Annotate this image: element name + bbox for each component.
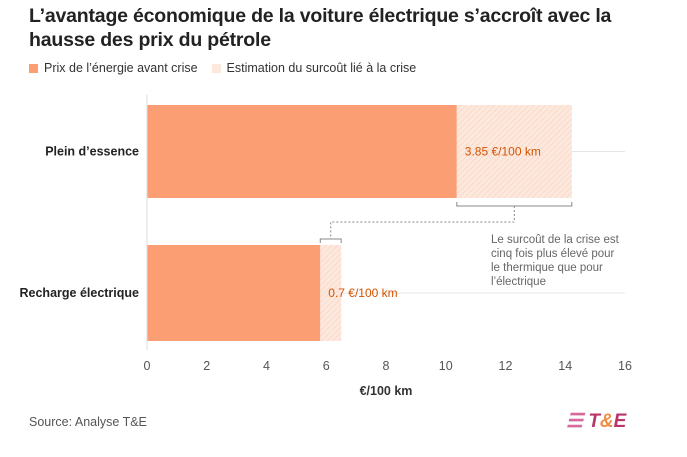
x-tick-label: 2 xyxy=(203,359,210,373)
x-tick-label: 14 xyxy=(558,359,572,373)
annotation-line: le thermique que pour xyxy=(491,262,603,274)
legend-swatch xyxy=(211,64,221,73)
x-tick-label: 0 xyxy=(144,359,151,373)
category-label: Plein d’essence xyxy=(45,145,139,159)
legend-label: Estimation du surcoût lié à la crise xyxy=(226,61,417,75)
legend-label: Prix de l’énergie avant crise xyxy=(44,61,198,75)
legend: Prix de l’énergie avant crise Estimation… xyxy=(29,61,416,75)
data-label: 3.85 €/100 km xyxy=(465,145,541,159)
annotation-line: l’électrique xyxy=(491,276,546,288)
x-tick-label: 4 xyxy=(263,359,270,373)
bar-base xyxy=(147,245,321,341)
x-tick-label: 12 xyxy=(499,359,513,373)
x-axis-label: €/100 km xyxy=(360,384,413,398)
x-tick-label: 16 xyxy=(618,359,632,373)
bar-base xyxy=(147,105,457,198)
source-note: Source: Analyse T&E xyxy=(29,415,147,429)
category-label: Recharge électrique xyxy=(20,286,140,300)
annotation-line: Le surcoût de la crise est xyxy=(491,234,620,246)
bracket xyxy=(319,238,342,243)
te-logo: ☰ T&E xyxy=(566,411,627,432)
legend-swatch xyxy=(29,64,38,73)
chart-title: L’avantage économique de la voiture élec… xyxy=(29,5,612,51)
x-tick-label: 6 xyxy=(323,359,330,373)
legend-item-base: Prix de l’énergie avant crise xyxy=(29,61,198,75)
x-tick-label: 8 xyxy=(383,359,390,373)
connector-line xyxy=(330,206,515,239)
bar-extra xyxy=(456,105,572,198)
legend-item-extra: Estimation du surcoût lié à la crise xyxy=(211,61,417,75)
bracket xyxy=(456,202,573,207)
annotation-line: cinq fois plus élevé pour xyxy=(491,248,615,260)
x-tick-label: 10 xyxy=(439,359,453,373)
data-label: 0.7 €/100 km xyxy=(328,286,397,300)
bar-extra xyxy=(320,245,342,341)
